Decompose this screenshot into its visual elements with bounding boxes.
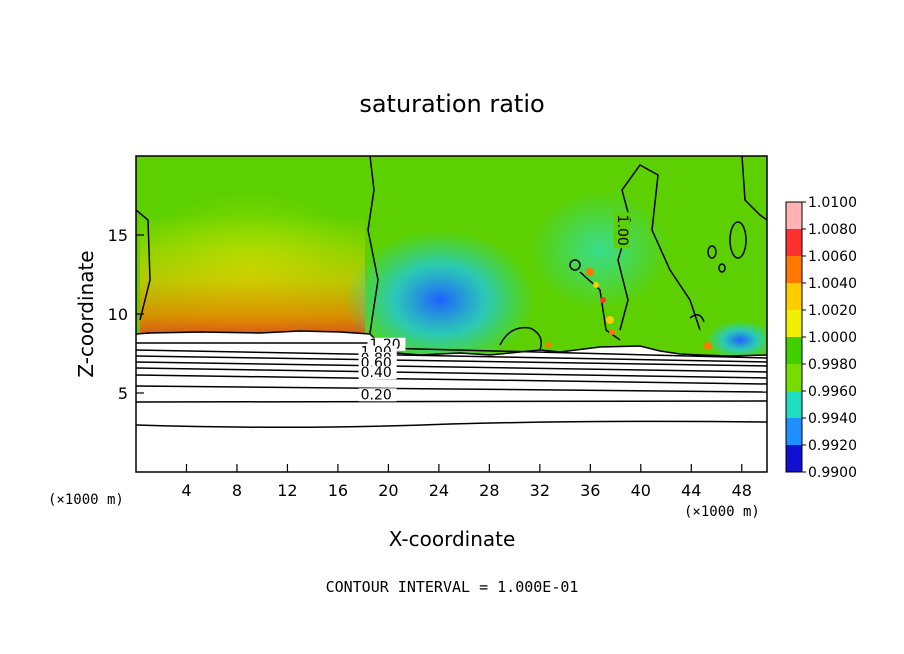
x-tick-label: 4 bbox=[181, 481, 191, 500]
x-tick-label: 32 bbox=[530, 481, 550, 500]
x-tick-label: 8 bbox=[232, 481, 242, 500]
colorbar-swatch bbox=[786, 229, 802, 256]
x-tick-label: 40 bbox=[631, 481, 651, 500]
y-tick-label: 10 bbox=[108, 305, 128, 324]
x-tick-label: 24 bbox=[429, 481, 449, 500]
y-tick-label: 5 bbox=[118, 384, 128, 403]
contour-label-text: 0.40 bbox=[361, 365, 392, 381]
x-tick-label: 16 bbox=[328, 481, 348, 500]
colorbar-label: 0.9940 bbox=[808, 411, 857, 427]
colorbar-swatch bbox=[786, 337, 802, 364]
contour-label-bg bbox=[613, 212, 630, 249]
colorbar-label: 0.9960 bbox=[808, 384, 857, 400]
colorbar-label: 1.0000 bbox=[808, 330, 857, 346]
x-tick-label: 36 bbox=[580, 481, 600, 500]
field-warm-region bbox=[140, 215, 365, 335]
contour-label: 1.00 bbox=[613, 212, 630, 249]
x-axis-label: X-coordinate bbox=[389, 527, 516, 551]
colorbar-swatch bbox=[786, 283, 802, 310]
colorbar-swatch bbox=[786, 310, 802, 337]
colorbar-label: 1.0080 bbox=[808, 222, 857, 238]
contour-label-bg bbox=[358, 388, 397, 402]
colorbar-label: 0.9920 bbox=[808, 438, 857, 454]
contour-label-text: 0.20 bbox=[361, 387, 392, 403]
field-cyan-region bbox=[530, 190, 670, 310]
contour-labels: 1.001.201.000.800.600.400.20 bbox=[358, 212, 630, 403]
field-blue-region bbox=[345, 230, 535, 370]
x-unit-label-right: (×1000 m) bbox=[684, 504, 760, 520]
x-tick-label: 44 bbox=[681, 481, 701, 500]
colorbar-swatch bbox=[786, 418, 802, 445]
contour-label-bg bbox=[358, 366, 397, 380]
colorbar-label: 1.0040 bbox=[808, 276, 857, 292]
contour-interval-note: CONTOUR INTERVAL = 1.000E-01 bbox=[326, 578, 579, 596]
contour-label: 0.40 bbox=[358, 365, 397, 381]
colorbar-swatch bbox=[786, 364, 802, 391]
x-tick-label: 48 bbox=[732, 481, 752, 500]
plot-field bbox=[136, 156, 767, 472]
colorbar-label: 0.9900 bbox=[808, 465, 857, 481]
contour-label: 0.20 bbox=[358, 387, 397, 403]
y-tick-label: 15 bbox=[108, 226, 128, 245]
colorbar-label: 1.0100 bbox=[808, 195, 857, 211]
colorbar-swatch bbox=[786, 256, 802, 283]
colorbar: 1.0100 1.0080 1.0060 1.0040 1.0020 1.0000 0.99… bbox=[785, 195, 857, 481]
colorbar-swatch bbox=[786, 391, 802, 418]
x-tick-label: 20 bbox=[378, 481, 398, 500]
y-axis-label: Z-coordinate bbox=[74, 250, 98, 377]
x-axis-ticks: 4 8 12 16 20 24 28 32 36 40 44 48 bbox=[181, 464, 752, 500]
colorbar-label: 0.9980 bbox=[808, 357, 857, 373]
contour-label-text: 1.00 bbox=[614, 215, 630, 246]
x-unit-label-left: (×1000 m) bbox=[48, 492, 124, 508]
colorbar-label: 1.0020 bbox=[808, 303, 857, 319]
contour-speckles bbox=[545, 268, 712, 350]
colorbar-swatch bbox=[786, 202, 802, 229]
field-blue-region-right bbox=[705, 320, 767, 360]
chart-title: saturation ratio bbox=[359, 90, 544, 118]
x-tick-label: 28 bbox=[479, 481, 499, 500]
y-axis-ticks: 5 10 15 bbox=[108, 226, 144, 403]
x-tick-label: 12 bbox=[277, 481, 297, 500]
colorbar-label: 1.0060 bbox=[808, 249, 857, 265]
colorbar-swatch bbox=[786, 445, 802, 472]
